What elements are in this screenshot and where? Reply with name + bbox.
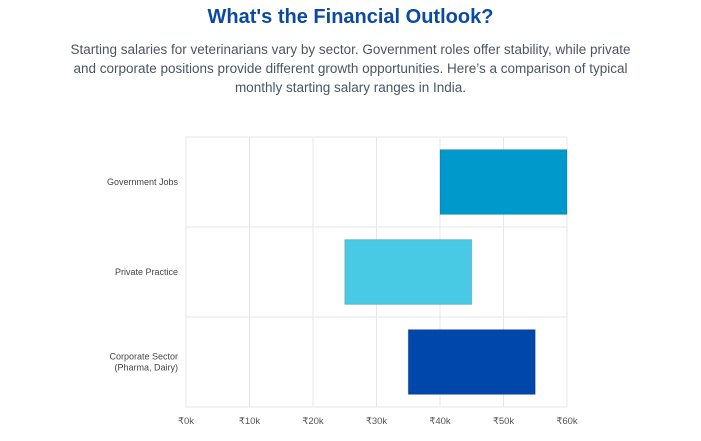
x-tick-label: ₹60k [556, 416, 578, 427]
x-tick-label: ₹50k [493, 416, 515, 427]
x-tick-label: ₹40k [429, 416, 451, 427]
range-bar [439, 149, 568, 215]
x-tick-label: ₹10k [239, 416, 261, 427]
range-bar [407, 329, 536, 395]
y-category-label: (Pharma, Dairy) [114, 363, 178, 373]
y-category-label: Private Practice [115, 267, 178, 277]
range-bar [344, 239, 473, 305]
chart-labels: ₹0k ₹10k ₹20k ₹30k ₹40k ₹50k ₹60k Government Jo… [107, 177, 578, 427]
page-title: What's the Financial Outlook? [207, 6, 494, 28]
y-category-label: Corporate Sector [109, 352, 178, 362]
page-subtitle: Starting salaries for veterinarians vary… [70, 42, 631, 95]
x-tick-label: ₹20k [302, 416, 324, 427]
y-category-label: Government Jobs [107, 177, 179, 187]
chart-bars [344, 149, 568, 395]
x-tick-label: ₹0k [178, 416, 194, 427]
x-tick-label: ₹30k [366, 416, 388, 427]
